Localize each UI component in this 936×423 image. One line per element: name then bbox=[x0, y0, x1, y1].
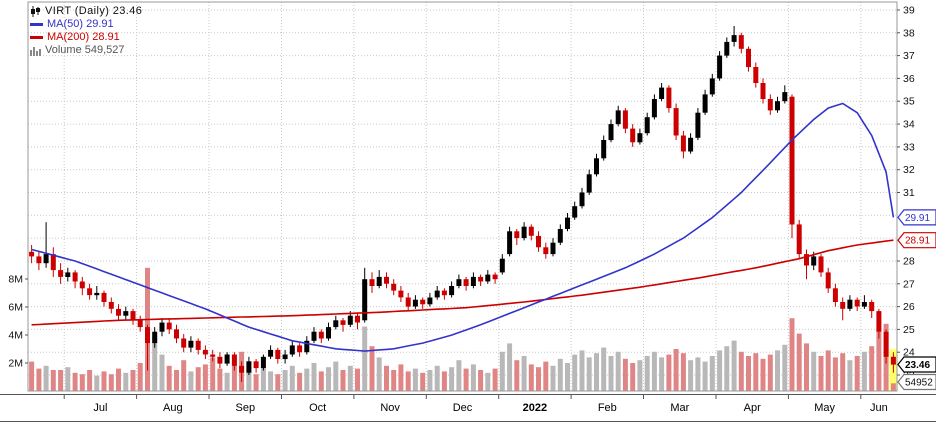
price-callouts: 29.91 28.91 23.46 54952 bbox=[897, 209, 936, 391]
svg-text:24: 24 bbox=[903, 347, 915, 359]
svg-text:33: 33 bbox=[903, 141, 915, 153]
svg-text:Feb: Feb bbox=[598, 402, 617, 414]
svg-text:Mar: Mar bbox=[670, 402, 689, 414]
candles-layer bbox=[29, 26, 896, 382]
svg-text:4M: 4M bbox=[8, 330, 23, 342]
volume-axis-labels: 2M 4M 6M 8M bbox=[8, 274, 28, 370]
month-axis: Jul Aug Sep Oct Nov Dec 2022 Feb Mar Apr May Jun bbox=[63, 395, 888, 414]
legend-ma200-row: MA(200) 28.91 bbox=[30, 31, 142, 44]
svg-text:28: 28 bbox=[903, 256, 915, 268]
svg-text:Apr: Apr bbox=[744, 402, 761, 414]
svg-text:34: 34 bbox=[903, 119, 915, 131]
volume-bars-icon bbox=[30, 46, 41, 56]
ma50-line bbox=[31, 102, 895, 352]
ma200-label: MA(200) 28.91 bbox=[47, 31, 120, 43]
ma50-label: MA(50) 29.91 bbox=[47, 18, 114, 30]
svg-text:31: 31 bbox=[903, 187, 915, 199]
svg-text:6M: 6M bbox=[8, 302, 23, 314]
svg-text:54952: 54952 bbox=[905, 378, 933, 389]
svg-text:Jul: Jul bbox=[93, 402, 107, 414]
svg-text:Jun: Jun bbox=[870, 402, 888, 414]
svg-text:38: 38 bbox=[903, 27, 915, 39]
svg-text:23.46: 23.46 bbox=[905, 360, 930, 371]
svg-text:Aug: Aug bbox=[163, 402, 183, 414]
legend-volume-row: Volume 549,527 bbox=[30, 44, 142, 57]
svg-text:Sep: Sep bbox=[236, 402, 256, 414]
legend-symbol-row: VIRT (Daily) 23.46 bbox=[30, 5, 142, 18]
svg-text:27: 27 bbox=[903, 278, 915, 290]
svg-text:32: 32 bbox=[903, 164, 915, 176]
ma50-line-icon bbox=[30, 23, 43, 26]
svg-text:35: 35 bbox=[903, 96, 915, 108]
svg-text:36: 36 bbox=[903, 73, 915, 85]
ma200-line bbox=[31, 239, 894, 326]
ma200-line-icon bbox=[30, 36, 43, 39]
symbol-label: VIRT (Daily) 23.46 bbox=[45, 5, 143, 17]
svg-text:Oct: Oct bbox=[309, 402, 326, 414]
plot-border bbox=[27, 1, 898, 392]
grid-layer bbox=[28, 2, 897, 391]
svg-text:Nov: Nov bbox=[380, 402, 400, 414]
svg-text:26: 26 bbox=[903, 301, 915, 313]
svg-text:28.91: 28.91 bbox=[905, 236, 930, 247]
svg-text:2M: 2M bbox=[8, 358, 23, 370]
svg-text:39: 39 bbox=[903, 5, 915, 17]
volume-label: Volume 549,527 bbox=[45, 44, 125, 56]
volume-bars bbox=[29, 267, 896, 391]
svg-text:8M: 8M bbox=[8, 274, 23, 286]
candlestick-icon bbox=[31, 6, 40, 17]
chart-legend: VIRT (Daily) 23.46 MA(50) 29.91 MA(200) … bbox=[30, 5, 142, 57]
svg-text:2022: 2022 bbox=[523, 402, 547, 414]
svg-text:29.91: 29.91 bbox=[905, 213, 930, 224]
svg-text:May: May bbox=[814, 402, 835, 414]
svg-text:25: 25 bbox=[903, 324, 915, 336]
svg-text:Dec: Dec bbox=[453, 402, 473, 414]
svg-text:37: 37 bbox=[903, 50, 915, 62]
legend-ma50-row: MA(50) 29.91 bbox=[30, 18, 142, 31]
